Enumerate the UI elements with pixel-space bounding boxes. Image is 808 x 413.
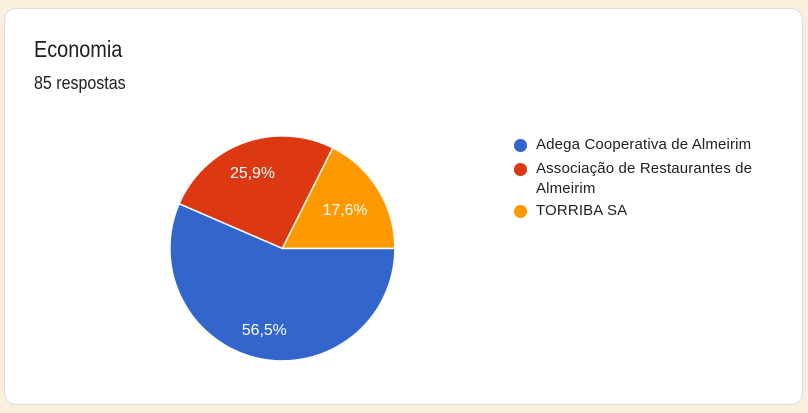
svg-text:17,6%: 17,6% <box>323 202 368 219</box>
svg-text:25,9%: 25,9% <box>230 165 275 182</box>
svg-text:56,5%: 56,5% <box>242 322 287 339</box>
